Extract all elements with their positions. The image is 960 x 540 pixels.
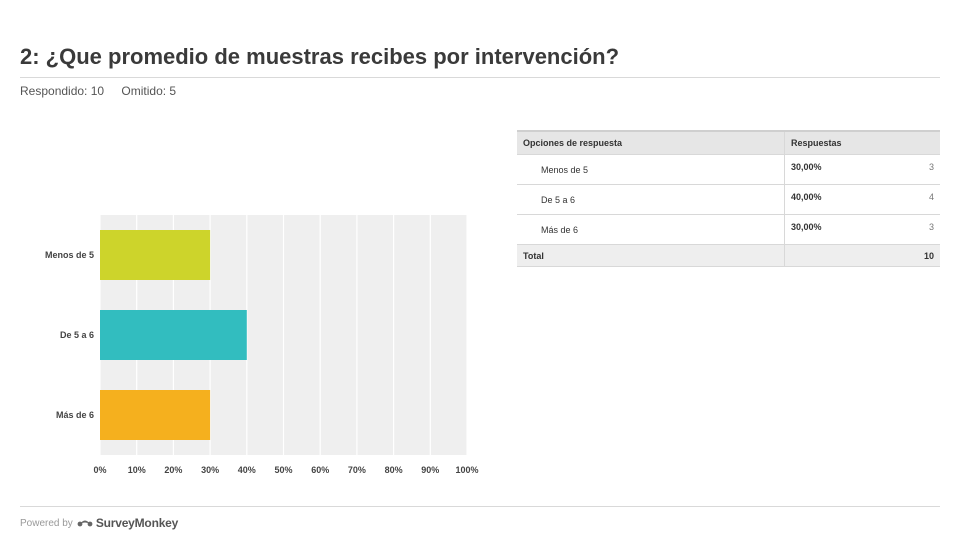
x-tick-label: 30% xyxy=(201,465,219,475)
title-divider xyxy=(20,77,940,78)
table-row: Menos de 5 30,00% 3 xyxy=(517,154,940,185)
category-label: De 5 a 6 xyxy=(60,330,94,340)
footer-divider xyxy=(20,506,940,507)
row-percent: 30,00% xyxy=(791,162,822,172)
header-responses: Respuestas xyxy=(784,130,940,155)
x-tick-label: 100% xyxy=(455,465,478,475)
chart-category-labels: Menos de 5 De 5 a 6 Más de 6 xyxy=(45,250,94,420)
surveymonkey-logo-icon xyxy=(77,520,93,527)
skipped-count: Omitido: 5 xyxy=(121,84,177,98)
powered-by-text: Powered by xyxy=(20,517,73,529)
bar-chart: Menos de 5 De 5 a 6 Más de 6 0% 10% 20% 30% 40… xyxy=(45,215,479,475)
bar xyxy=(100,230,211,280)
row-option: Menos de 5 xyxy=(517,154,785,185)
x-tick-label: 90% xyxy=(421,465,439,475)
table-row: Más de 6 30,00% 3 xyxy=(517,214,940,245)
bar xyxy=(100,310,247,360)
x-tick-label: 50% xyxy=(274,465,292,475)
row-percent: 40,00% xyxy=(791,192,822,202)
header-options: Opciones de respuesta xyxy=(517,130,785,155)
total-value: 10 xyxy=(784,244,940,267)
x-tick-label: 10% xyxy=(128,465,146,475)
row-option: Más de 6 xyxy=(517,214,785,245)
brand-name: SurveyMonkey xyxy=(95,516,179,530)
answers-table: Opciones de respuesta Respuestas Menos d… xyxy=(517,130,940,267)
row-option: De 5 a 6 xyxy=(517,184,785,215)
row-responses: 30,00% 3 xyxy=(784,214,940,245)
page-title: 2: ¿Que promedio de muestras recibes por… xyxy=(20,44,620,69)
table-header-row: Opciones de respuesta Respuestas xyxy=(517,130,940,155)
response-summary: Respondido: 10 Omitido: 5 xyxy=(20,84,190,98)
row-count: 3 xyxy=(928,222,934,232)
x-tick-label: 80% xyxy=(385,465,403,475)
x-tick-label: 40% xyxy=(238,465,256,475)
category-label: Menos de 5 xyxy=(45,250,94,260)
table-total-row: Total 10 xyxy=(517,244,940,267)
row-count: 3 xyxy=(928,162,934,172)
category-label: Más de 6 xyxy=(56,410,94,420)
footer: Powered by SurveyMonkey xyxy=(20,516,178,530)
row-percent: 30,00% xyxy=(791,222,822,232)
x-tick-label: 70% xyxy=(348,465,366,475)
table-row: De 5 a 6 40,00% 4 xyxy=(517,184,940,215)
row-responses: 40,00% 4 xyxy=(784,184,940,215)
x-tick-label: 60% xyxy=(311,465,329,475)
chart-x-ticks: 0% 10% 20% 30% 40% 50% 60% 70% 80% 90% 100% xyxy=(93,465,478,475)
row-count: 4 xyxy=(928,192,934,202)
total-label: Total xyxy=(517,244,785,267)
x-tick-label: 0% xyxy=(93,465,106,475)
x-tick-label: 20% xyxy=(164,465,182,475)
answered-count: Respondido: 10 xyxy=(20,84,105,98)
bar xyxy=(100,390,211,440)
chart-bars xyxy=(100,230,247,440)
row-responses: 30,00% 3 xyxy=(784,154,940,185)
